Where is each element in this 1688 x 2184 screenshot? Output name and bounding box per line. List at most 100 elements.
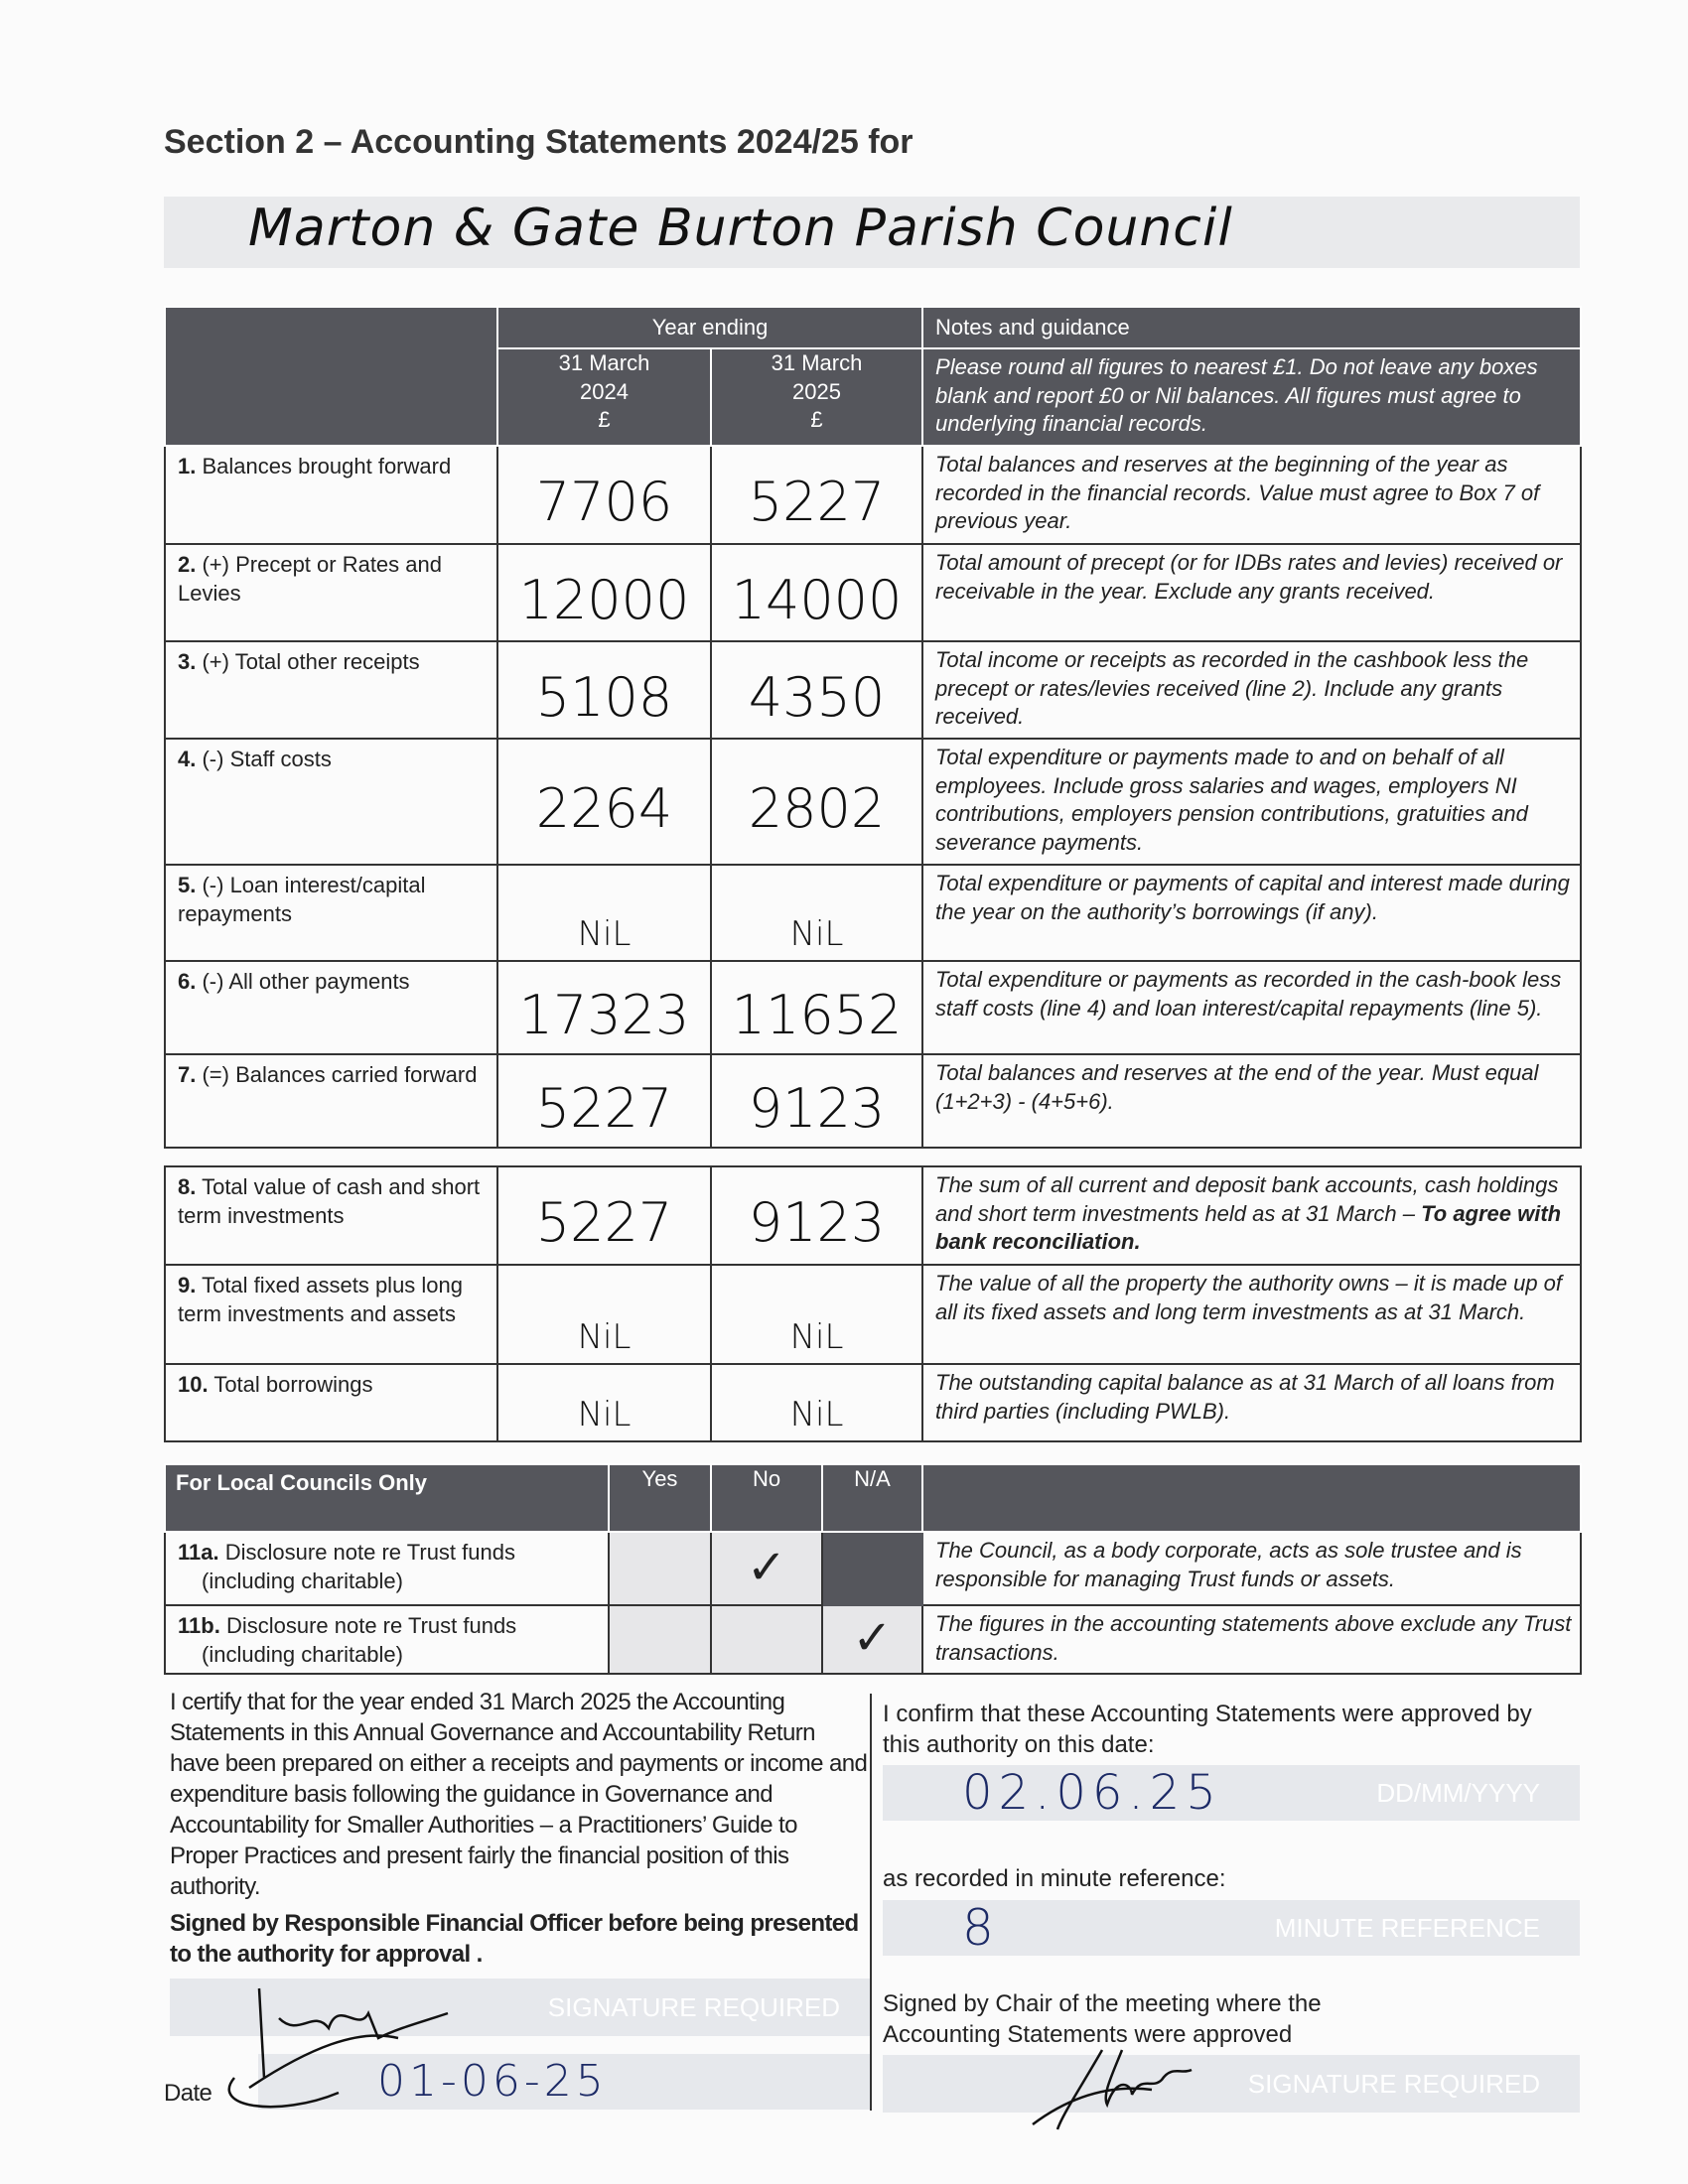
row-label: 9. Total fixed assets plus long term inv… (164, 1264, 498, 1365)
statement-row: 9. Total fixed assets plus long term inv… (164, 1264, 1582, 1365)
no-header: No (710, 1463, 823, 1533)
no-checkbox[interactable] (710, 1604, 823, 1675)
divider (870, 1694, 872, 2111)
value-2024[interactable]: 5108 (496, 640, 712, 740)
row-label-text: (=) Balances carried forward (202, 1062, 478, 1087)
rfo-signature (227, 1987, 449, 2108)
row-number: 4. (178, 747, 197, 771)
yes-checkbox[interactable] (608, 1604, 712, 1675)
rfo-signature-field[interactable]: SIGNATURE REQUIRED (170, 1978, 870, 2108)
value-2025[interactable]: NiL (710, 1264, 923, 1365)
certification-text: I certify that for the year ended 31 Mar… (170, 1689, 868, 1900)
local-councils-title: For Local Councils Only (164, 1463, 610, 1533)
row-note: The outstanding capital balance as at 31… (921, 1363, 1582, 1442)
value-2024[interactable]: 5227 (496, 1165, 712, 1266)
value-2024[interactable]: 7706 (496, 445, 712, 545)
row-note: Total balances and reserves at the end o… (921, 1053, 1583, 1149)
row-11b: 11b. Disclosure note re Trust funds (incl… (164, 1604, 1582, 1675)
general-note: Please round all figures to nearest £1. … (921, 347, 1583, 447)
check-icon: ✓ (852, 1612, 893, 1666)
row-number: 9. (178, 1273, 197, 1297)
statement-row: 10. Total borrowings NiL NiL The outstan… (164, 1363, 1582, 1442)
yes-checkbox[interactable] (608, 1531, 712, 1606)
authority-name-handwritten: Marton & Gate Burton Parish Council (248, 199, 1233, 258)
row-label-text: (-) All other payments (202, 969, 410, 994)
row-label: 1. Balances brought forward (164, 445, 498, 545)
value-2024[interactable]: 17323 (496, 960, 712, 1055)
value-2025[interactable]: 9123 (709, 1053, 924, 1149)
note-text: The value of all the property the author… (935, 1271, 1563, 1324)
col-2025-line1: 31 March (771, 350, 863, 375)
row-label-text: Total value of cash and short term inves… (178, 1174, 481, 1228)
page-title: Section 2 – Accounting Statements 2024/2… (164, 123, 914, 161)
row-11a: 11a. Disclosure note re Trust funds (incl… (164, 1531, 1582, 1606)
value-2025[interactable]: 9123 (710, 1165, 923, 1266)
note-text: Total expenditure or payments as recorde… (935, 967, 1562, 1021)
row-label: 3. (+) Total other receipts (164, 640, 498, 740)
certification-column: I certify that for the year ended 31 Mar… (164, 1688, 870, 2110)
na-checkbox[interactable]: ✓ (821, 1604, 923, 1675)
value-2024[interactable]: 12000 (496, 543, 712, 642)
statement-row: 5. (-) Loan interest/capital repayments … (164, 864, 1583, 962)
row-label: 6. (-) All other payments (164, 960, 498, 1055)
authority-name-field[interactable] (164, 197, 1580, 268)
rfo-date-row: Date 01-06-25 (164, 2053, 870, 2110)
statement-row: 7. (=) Balances carried forward 5227 912… (164, 1053, 1583, 1149)
col-2024-header: 31 March 2024 £ (496, 347, 712, 447)
accounting-statements-table: Year ending Notes and guidance 31 March 2… (164, 306, 1583, 1149)
value-2025[interactable]: 2802 (709, 738, 924, 866)
row-note: Total expenditure or payments as recorde… (921, 960, 1583, 1055)
label-line1: Disclosure note re Trust funds (224, 1540, 515, 1565)
note-text: Total expenditure or payments made to an… (935, 745, 1528, 855)
row-note: The Council, as a body corporate, acts a… (921, 1531, 1582, 1606)
row-label-text: (+) Precept or Rates and Levies (178, 552, 442, 606)
row-note: Total income or receipts as recorded in … (921, 640, 1583, 740)
minute-label: as recorded in minute reference: (883, 1865, 1226, 1892)
rfo-date-value: 01-06-25 (377, 2055, 608, 2107)
row-label: 11b. Disclosure note re Trust funds (incl… (164, 1604, 610, 1675)
approval-date-field[interactable]: 02.06.25 DD/MM/YYYY (883, 1765, 1580, 1821)
check-icon: ✓ (746, 1541, 787, 1594)
col-2024-line1: 31 March (558, 350, 650, 375)
value-2025[interactable]: NiL (710, 1363, 923, 1442)
yes-header: Yes (608, 1463, 712, 1533)
header-blank (164, 306, 498, 447)
row-note: The sum of all current and deposit bank … (921, 1165, 1582, 1266)
value-2025[interactable]: 4350 (709, 640, 924, 740)
value-2024[interactable]: NiL (496, 1363, 712, 1442)
no-checkbox[interactable]: ✓ (710, 1531, 823, 1606)
row-note: Total amount of precept (or for IDBs rat… (921, 543, 1583, 642)
value-2024[interactable]: 5227 (496, 1053, 712, 1149)
rfo-date-field[interactable]: 01-06-25 (258, 2053, 870, 2110)
value-2025[interactable]: 14000 (709, 543, 924, 642)
col-2025-line2: 2025 (792, 378, 841, 404)
minute-reference-field[interactable]: 8 MINUTE REFERENCE (883, 1900, 1580, 1956)
row-number: 6. (178, 969, 197, 994)
col-2025-header: 31 March 2025 £ (709, 347, 924, 447)
value-2025[interactable]: 11652 (709, 960, 924, 1055)
local-councils-table: For Local Councils Only Yes No N/A 11a. … (164, 1463, 1582, 1675)
value-2024[interactable]: 2264 (496, 738, 712, 866)
value-2025[interactable]: 5227 (709, 445, 924, 545)
statement-row: 2. (+) Precept or Rates and Levies 12000… (164, 543, 1583, 642)
statement-row: 8. Total value of cash and short term in… (164, 1165, 1582, 1266)
date-placeholder: DD/MM/YYYY (1376, 1778, 1540, 1808)
col-2024-line2: 2024 (580, 378, 629, 404)
note-text: Total balances and reserves at the end o… (935, 1060, 1539, 1114)
row-label: 10. Total borrowings (164, 1363, 498, 1442)
note-text: Total amount of precept (or for IDBs rat… (935, 550, 1563, 604)
row-note: The figures in the accounting statements… (921, 1604, 1582, 1675)
value-2025[interactable]: NiL (709, 864, 924, 962)
row-number: 11a. (178, 1540, 219, 1565)
note-bold: To agree with bank reconciliation. (935, 1200, 1562, 1255)
row-note: Total expenditure or payments of capital… (921, 864, 1583, 962)
value-2024[interactable]: NiL (496, 864, 712, 962)
minute-value: 8 (962, 1899, 994, 1957)
row-label: 2. (+) Precept or Rates and Levies (164, 543, 498, 642)
row-label-text: (-) Loan interest/capital repayments (178, 873, 426, 926)
chair-signature-field[interactable]: SIGNATURE REQUIRED (883, 2055, 1580, 2113)
row-number: 3. (178, 649, 197, 674)
label-line2: (including charitable) (202, 1568, 403, 1593)
row-label-text: Total fixed assets plus long term invest… (178, 1273, 464, 1326)
value-2024[interactable]: NiL (496, 1264, 712, 1365)
